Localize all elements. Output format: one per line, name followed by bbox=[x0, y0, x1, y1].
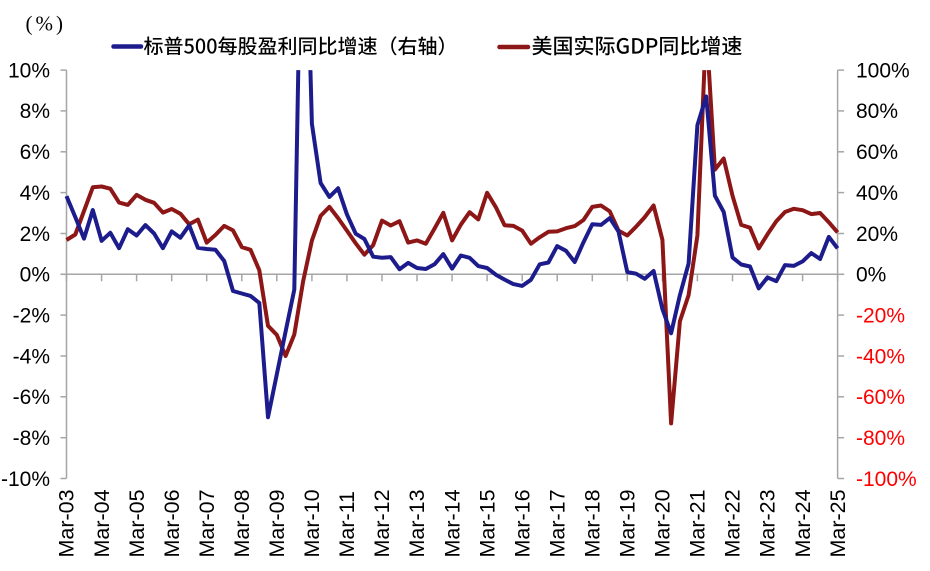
svg-text:-4%: -4% bbox=[13, 345, 50, 368]
svg-text:Mar-13: Mar-13 bbox=[405, 489, 429, 557]
svg-text:-100%: -100% bbox=[856, 468, 917, 491]
svg-text:-60%: -60% bbox=[856, 386, 905, 409]
svg-text:Mar-18: Mar-18 bbox=[581, 489, 605, 557]
svg-text:Mar-10: Mar-10 bbox=[300, 489, 324, 557]
svg-text:100%: 100% bbox=[856, 59, 910, 82]
svg-text:Mar-17: Mar-17 bbox=[545, 489, 569, 557]
svg-text:(%): (%) bbox=[26, 12, 66, 36]
svg-text:60%: 60% bbox=[856, 141, 898, 164]
svg-text:Mar-19: Mar-19 bbox=[616, 489, 640, 557]
svg-text:-80%: -80% bbox=[856, 427, 905, 450]
svg-text:Mar-25: Mar-25 bbox=[826, 489, 850, 557]
svg-text:20%: 20% bbox=[856, 223, 898, 246]
svg-text:-2%: -2% bbox=[13, 304, 50, 327]
svg-text:-10%: -10% bbox=[1, 468, 50, 491]
svg-text:40%: 40% bbox=[856, 182, 898, 205]
svg-text:-8%: -8% bbox=[13, 427, 50, 450]
svg-text:Mar-21: Mar-21 bbox=[686, 489, 710, 557]
svg-text:10%: 10% bbox=[8, 59, 50, 82]
svg-text:Mar-15: Mar-15 bbox=[475, 489, 499, 557]
svg-text:Mar-08: Mar-08 bbox=[230, 489, 254, 557]
svg-text:Mar-22: Mar-22 bbox=[721, 489, 745, 557]
svg-text:-6%: -6% bbox=[13, 386, 50, 409]
svg-text:6%: 6% bbox=[20, 141, 50, 164]
svg-text:Mar-07: Mar-07 bbox=[195, 489, 219, 557]
svg-text:4%: 4% bbox=[20, 182, 50, 205]
svg-text:-20%: -20% bbox=[856, 304, 905, 327]
svg-text:0%: 0% bbox=[20, 264, 50, 287]
svg-text:8%: 8% bbox=[20, 100, 50, 123]
svg-text:-40%: -40% bbox=[856, 345, 905, 368]
svg-text:Mar-03: Mar-03 bbox=[55, 489, 79, 557]
svg-text:Mar-05: Mar-05 bbox=[125, 489, 149, 557]
svg-text:Mar-09: Mar-09 bbox=[265, 489, 289, 557]
svg-text:Mar-16: Mar-16 bbox=[510, 489, 534, 557]
svg-text:Mar-20: Mar-20 bbox=[651, 489, 675, 557]
svg-text:Mar-23: Mar-23 bbox=[756, 489, 780, 557]
svg-text:80%: 80% bbox=[856, 100, 898, 123]
svg-text:Mar-11: Mar-11 bbox=[335, 491, 359, 558]
svg-text:Mar-06: Mar-06 bbox=[160, 489, 184, 557]
svg-text:Mar-24: Mar-24 bbox=[791, 489, 815, 557]
svg-text:2%: 2% bbox=[20, 223, 50, 246]
svg-text:Mar-12: Mar-12 bbox=[370, 489, 394, 557]
svg-text:Mar-14: Mar-14 bbox=[440, 489, 464, 557]
svg-text:Mar-04: Mar-04 bbox=[90, 489, 114, 557]
svg-text:0%: 0% bbox=[856, 264, 886, 287]
